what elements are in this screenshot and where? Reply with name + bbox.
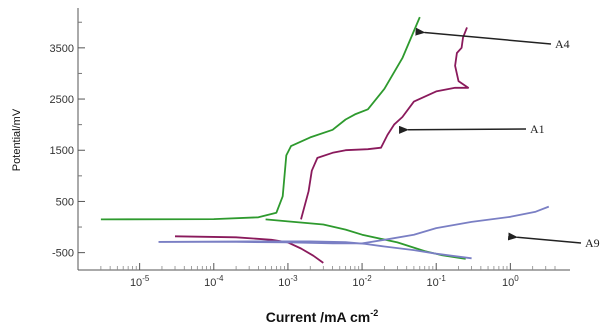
y-axis-title: Potential/mV — [11, 108, 23, 171]
axis-titles: Potential/mV Current /mA cm-2 — [11, 108, 378, 325]
annotation-arrow — [507, 232, 582, 244]
series-lines — [100, 16, 550, 264]
y-tick-label: 500 — [56, 196, 74, 208]
series-line-a4 — [100, 16, 421, 221]
x-axis-title-main: Current /mA cm — [266, 309, 371, 325]
annotation-label-a4: A4 — [555, 37, 570, 51]
x-tick-label: 10-5 — [130, 274, 150, 289]
series-line-a1 — [174, 235, 324, 264]
y-tick-label: 2500 — [50, 94, 74, 106]
y-tick-label: -500 — [52, 248, 74, 260]
x-tick-label: 100 — [502, 274, 519, 289]
x-tick-label: 10-3 — [278, 274, 298, 289]
x-tick-label: 10-4 — [204, 274, 224, 289]
series-line-a1 — [300, 27, 470, 220]
annotation-label-a1: A1 — [530, 122, 545, 136]
y-tick-label: 3500 — [50, 43, 74, 55]
x-axis-title: Current /mA cm-2 — [266, 308, 379, 325]
x-axis-title-exp: -2 — [370, 308, 378, 318]
annotations: A4 A1 A9 — [399, 27, 600, 250]
annotation-arrow — [415, 27, 552, 45]
annotation-arrow — [399, 125, 527, 134]
series-line-a9 — [158, 240, 472, 260]
x-tick-label: 10-1 — [427, 274, 447, 289]
axes: -500 500 1500 2500 3500 10-5 10-4 10-3 10-2 10-1 1… — [50, 8, 570, 289]
annotation-label-a9: A9 — [585, 236, 600, 250]
x-tick-label: 10-2 — [352, 274, 372, 289]
series-line-a9 — [158, 205, 550, 245]
y-tick-label: 1500 — [50, 145, 74, 157]
